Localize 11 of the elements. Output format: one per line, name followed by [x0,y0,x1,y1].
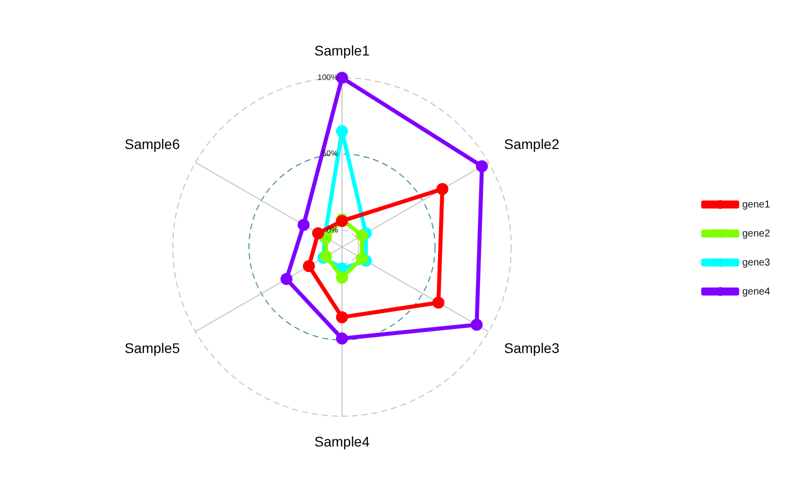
legend-label: gene2 [742,228,770,240]
y-tick-label: 0% [326,225,338,234]
spoke-label: Sample5 [124,340,180,356]
legend-label: gene4 [742,286,770,298]
spoke-label: Sample1 [314,42,370,58]
spoke-label: Sample4 [314,433,370,450]
spoke-label: Sample3 [504,340,560,356]
spoke-label: Sample6 [124,136,180,152]
legend-label: gene3 [742,257,770,268]
legend-label: gene1 [742,199,770,210]
spoke-label: Sample2 [504,136,560,152]
